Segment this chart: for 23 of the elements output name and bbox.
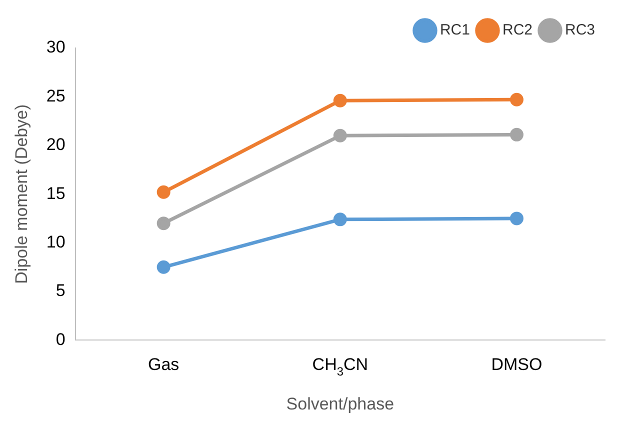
point xyxy=(510,212,524,226)
legend-label: RC1 xyxy=(440,22,470,39)
point xyxy=(156,216,170,230)
legend-label: RC2 xyxy=(502,22,532,39)
point xyxy=(333,128,347,142)
point xyxy=(333,94,347,108)
x-tick-label: DMSO xyxy=(491,355,542,374)
y-tick-label: 5 xyxy=(56,281,66,300)
x-tick-label: Gas xyxy=(148,355,180,374)
y-tick-label: 20 xyxy=(46,135,66,154)
point xyxy=(333,212,347,226)
point xyxy=(510,128,524,142)
y-tick-label: 10 xyxy=(46,232,66,252)
y-axis-title: Dipole moment (Debye) xyxy=(12,104,31,284)
legend-label: RC3 xyxy=(564,22,596,39)
y-tick-label: 0 xyxy=(56,330,66,349)
y-tick-label: 25 xyxy=(46,86,66,106)
point xyxy=(156,260,170,274)
point xyxy=(156,185,170,199)
y-tick-label: 30 xyxy=(46,38,66,57)
x-axis-title: Solvent/phase xyxy=(286,394,394,414)
y-tick-label: 15 xyxy=(46,184,66,203)
point xyxy=(510,92,524,106)
